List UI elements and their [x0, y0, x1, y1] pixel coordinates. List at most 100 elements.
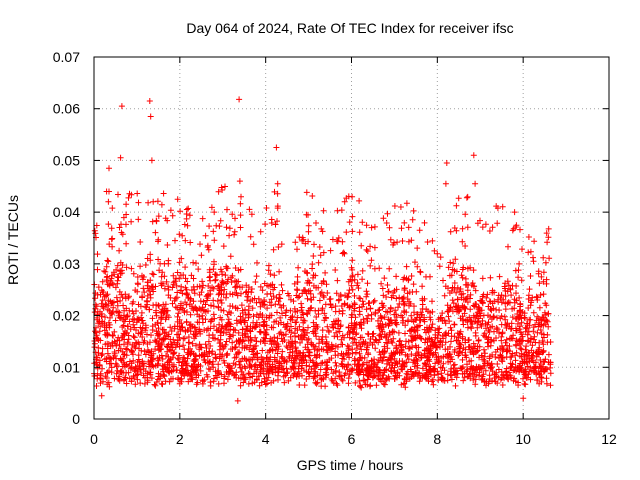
- data-point: [145, 199, 152, 206]
- data-point: [242, 365, 249, 372]
- data-point: [278, 331, 285, 338]
- data-point: [224, 278, 231, 285]
- data-point: [271, 319, 278, 325]
- data-point: [349, 213, 356, 220]
- data-point: [165, 257, 172, 264]
- data-point: [356, 350, 363, 357]
- data-point: [503, 372, 510, 379]
- data-point: [473, 363, 480, 370]
- data-point: [479, 293, 486, 300]
- data-point: [417, 335, 424, 342]
- data-point: [286, 355, 293, 362]
- data-point: [229, 346, 236, 352]
- data-point: [381, 331, 388, 338]
- data-point: [280, 373, 287, 380]
- data-point: [210, 228, 217, 235]
- data-point: [316, 297, 323, 304]
- data-point: [186, 212, 193, 219]
- data-point: [139, 272, 145, 279]
- data-point: [208, 302, 214, 309]
- data-point: [463, 368, 470, 375]
- data-point: [341, 198, 348, 205]
- data-point: [116, 288, 123, 295]
- data-point: [413, 350, 420, 357]
- data-point: [172, 278, 179, 285]
- data-point: [435, 359, 442, 366]
- data-point: [323, 365, 329, 372]
- data-point: [328, 366, 335, 373]
- data-point: [387, 308, 394, 315]
- data-point: [101, 293, 108, 300]
- data-point: [427, 309, 434, 316]
- data-point: [190, 259, 197, 266]
- data-point: [159, 381, 166, 388]
- data-point: [255, 373, 262, 380]
- data-point: [263, 354, 270, 361]
- data-point: [413, 344, 420, 351]
- data-point: [513, 337, 520, 344]
- data-point: [359, 361, 366, 368]
- data-point: [238, 302, 245, 309]
- data-point: [431, 339, 438, 346]
- data-point: [332, 348, 339, 355]
- data-point: [399, 314, 406, 321]
- data-point: [516, 294, 523, 301]
- data-point: [511, 209, 518, 216]
- data-point: [529, 352, 536, 359]
- data-point: [466, 314, 473, 321]
- data-point: [327, 301, 334, 307]
- data-point: [136, 316, 142, 323]
- data-point: [211, 323, 217, 330]
- y-tick-label: 0.04: [53, 204, 80, 220]
- data-point: [313, 362, 320, 369]
- data-point: [299, 309, 306, 316]
- data-point: [146, 98, 153, 104]
- data-point: [326, 356, 333, 363]
- data-point: [109, 280, 115, 287]
- data-point: [411, 363, 418, 370]
- data-point: [147, 277, 154, 284]
- data-point: [413, 356, 420, 363]
- data-point: [467, 317, 474, 324]
- data-point: [249, 305, 256, 312]
- data-point: [423, 273, 429, 280]
- data-point: [169, 284, 176, 291]
- data-point: [510, 367, 517, 374]
- data-point: [118, 270, 125, 277]
- data-point: [356, 295, 363, 301]
- data-point: [545, 234, 552, 241]
- data-point: [217, 314, 224, 321]
- data-point: [525, 305, 532, 311]
- data-point: [132, 381, 139, 388]
- data-point: [204, 242, 211, 249]
- data-point: [288, 342, 294, 349]
- data-point: [119, 262, 126, 268]
- data-point: [364, 376, 371, 383]
- data-point: [308, 366, 315, 373]
- data-point: [320, 294, 327, 301]
- data-point: [445, 352, 452, 359]
- data-point: [506, 343, 513, 350]
- data-point: [264, 380, 270, 387]
- data-point: [271, 341, 277, 348]
- data-point: [542, 259, 549, 266]
- data-point: [444, 308, 451, 315]
- data-point: [192, 331, 199, 338]
- data-point: [294, 246, 300, 253]
- data-point: [111, 328, 118, 335]
- data-point: [97, 311, 103, 318]
- data-point: [401, 219, 408, 226]
- data-point: [453, 268, 460, 275]
- data-point: [338, 336, 345, 343]
- data-point: [101, 327, 108, 334]
- data-point: [142, 374, 148, 381]
- data-point: [383, 376, 390, 383]
- data-point: [393, 314, 400, 321]
- data-point: [516, 368, 523, 375]
- data-point: [358, 325, 365, 332]
- data-point: [197, 344, 204, 351]
- data-point: [236, 284, 243, 291]
- data-point: [250, 370, 257, 377]
- data-point: [508, 374, 515, 381]
- data-point: [103, 274, 110, 281]
